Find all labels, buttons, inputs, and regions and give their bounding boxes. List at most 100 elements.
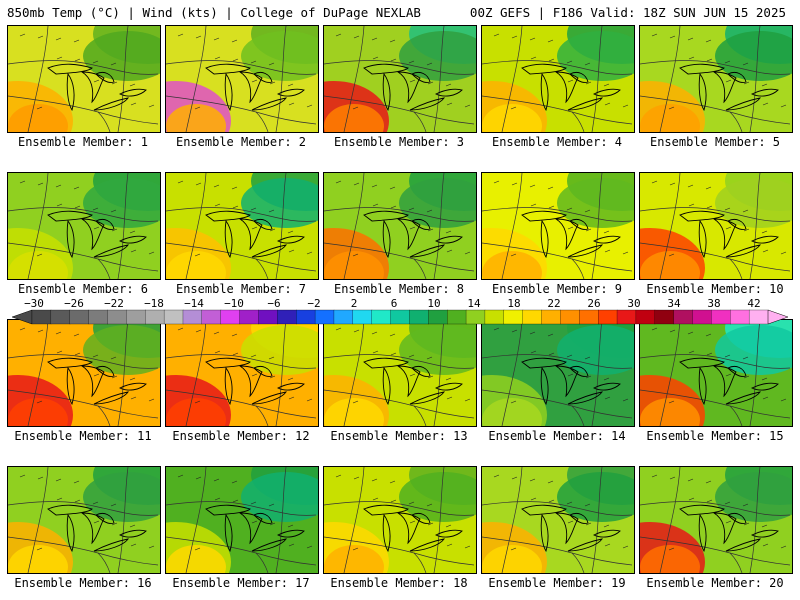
colorbar-swatch <box>277 309 297 325</box>
member-label-20: Ensemble Member: 20 <box>646 576 784 590</box>
member-map-6 <box>7 172 161 280</box>
member-map-4 <box>481 25 635 133</box>
colorbar-tick-label: 42 <box>747 297 761 310</box>
colorbar-swatch <box>692 309 712 325</box>
colorbar-tick-label: 6 <box>390 297 398 310</box>
member-label-3: Ensemble Member: 3 <box>333 135 465 149</box>
colorbar-swatch <box>503 309 524 325</box>
colorbar-swatch <box>711 309 731 325</box>
member-label-7: Ensemble Member: 7 <box>175 282 307 296</box>
colorbar-swatch <box>428 309 448 325</box>
member-label-4: Ensemble Member: 4 <box>491 135 623 149</box>
colorbar-tick-label: 26 <box>587 297 601 310</box>
colorbar-swatch <box>541 309 561 325</box>
colorbar-swatch <box>560 309 580 325</box>
colorbar-swatch <box>296 309 316 325</box>
member-map-5 <box>639 25 793 133</box>
colorbar-tick-label: −14 <box>184 297 204 310</box>
colorbar-swatch <box>352 309 373 325</box>
colorbar-swatch <box>616 309 637 325</box>
member-label-6: Ensemble Member: 6 <box>17 282 149 296</box>
colorbar-tick-label: 30 <box>627 297 641 310</box>
colorbar-tick-label: 22 <box>547 297 561 310</box>
member-label-14: Ensemble Member: 14 <box>488 429 626 443</box>
colorbar-swatch <box>314 309 335 325</box>
member-label-13: Ensemble Member: 13 <box>330 429 468 443</box>
colorbar-swatch <box>163 309 184 325</box>
colorbar-tick-label: 14 <box>467 297 481 310</box>
member-map-16 <box>7 466 161 574</box>
colorbar-swatch <box>673 309 694 325</box>
colorbar-tick-label: 38 <box>707 297 721 310</box>
member-label-12: Ensemble Member: 12 <box>172 429 310 443</box>
colorbar-swatch <box>239 309 260 325</box>
member-map-14 <box>481 319 635 427</box>
colorbar-swatch <box>107 309 127 325</box>
colorbar-tick-label: −30 <box>24 297 44 310</box>
colorbar-tick-label: 18 <box>507 297 521 310</box>
colorbar-high-arrow <box>767 309 788 325</box>
member-label-15: Ensemble Member: 15 <box>646 429 784 443</box>
colorbar-swatch <box>50 309 71 325</box>
member-label-1: Ensemble Member: 1 <box>17 135 149 149</box>
colorbar-swatch <box>31 309 52 325</box>
member-label-2: Ensemble Member: 2 <box>175 135 307 149</box>
colorbar-swatch <box>201 309 222 325</box>
colorbar-swatch <box>371 309 392 325</box>
colorbar-swatch <box>635 309 656 325</box>
colorbar-swatch <box>579 309 599 325</box>
colorbar-swatch <box>465 309 486 325</box>
colorbar-tick-label: −6 <box>267 297 281 310</box>
member-label-18: Ensemble Member: 18 <box>330 576 468 590</box>
temperature-colorbar <box>12 309 788 325</box>
colorbar-swatch <box>145 309 165 325</box>
member-map-10 <box>639 172 793 280</box>
colorbar-tick-label: −26 <box>64 297 84 310</box>
colorbar-swatch <box>390 309 410 325</box>
colorbar-low-arrow <box>12 309 33 325</box>
member-map-12 <box>165 319 319 427</box>
member-map-3 <box>323 25 477 133</box>
colorbar-tick-label: −10 <box>224 297 244 310</box>
colorbar-swatch <box>598 309 618 325</box>
colorbar-swatch <box>69 309 90 325</box>
colorbar-swatch <box>126 309 146 325</box>
colorbar-swatch <box>258 309 278 325</box>
member-map-9 <box>481 172 635 280</box>
member-label-9: Ensemble Member: 9 <box>491 282 623 296</box>
colorbar-swatch <box>484 309 505 325</box>
colorbar-tick-label: 10 <box>427 297 441 310</box>
colorbar-swatch <box>654 309 675 325</box>
member-label-19: Ensemble Member: 19 <box>488 576 626 590</box>
member-map-13 <box>323 319 477 427</box>
colorbar-swatch <box>409 309 429 325</box>
colorbar-swatch <box>220 309 241 325</box>
member-label-11: Ensemble Member: 11 <box>14 429 152 443</box>
member-label-8: Ensemble Member: 8 <box>333 282 465 296</box>
colorbar-swatch <box>333 309 354 325</box>
member-label-17: Ensemble Member: 17 <box>172 576 310 590</box>
member-map-1 <box>7 25 161 133</box>
colorbar-swatch <box>748 309 769 325</box>
colorbar-tick-label: −18 <box>144 297 164 310</box>
member-label-16: Ensemble Member: 16 <box>14 576 152 590</box>
colorbar-swatch <box>730 309 750 325</box>
colorbar-tick-label: 2 <box>350 297 358 310</box>
member-map-15 <box>639 319 793 427</box>
member-map-2 <box>165 25 319 133</box>
colorbar-tick-label: −22 <box>104 297 124 310</box>
colorbar-swatch <box>522 309 543 325</box>
member-map-7 <box>165 172 319 280</box>
colorbar-tick-label: −2 <box>307 297 321 310</box>
member-label-10: Ensemble Member: 10 <box>646 282 784 296</box>
colorbar-tick-label: 34 <box>667 297 681 310</box>
member-label-5: Ensemble Member: 5 <box>649 135 781 149</box>
member-map-19 <box>481 466 635 574</box>
map-title: 850mb Temp (°C) | Wind (kts) | College o… <box>7 5 421 20</box>
member-map-17 <box>165 466 319 574</box>
member-map-20 <box>639 466 793 574</box>
member-map-18 <box>323 466 477 574</box>
colorbar-swatch <box>88 309 109 325</box>
colorbar-swatch <box>182 309 203 325</box>
member-map-8 <box>323 172 477 280</box>
